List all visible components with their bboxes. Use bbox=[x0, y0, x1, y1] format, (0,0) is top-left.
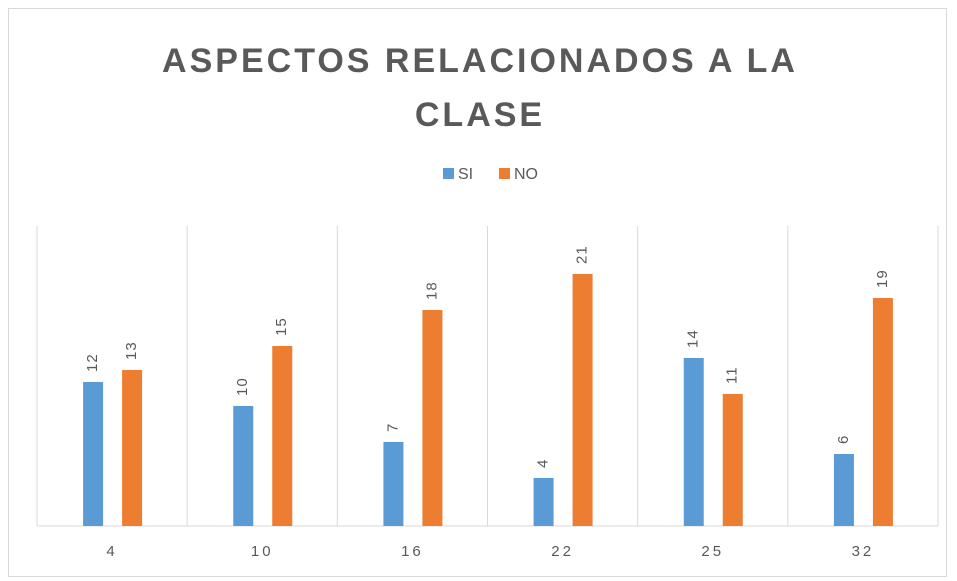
data-label: 18 bbox=[423, 281, 440, 300]
bar bbox=[422, 310, 443, 526]
bar bbox=[833, 454, 854, 526]
bar bbox=[83, 382, 104, 526]
data-label: 21 bbox=[574, 245, 591, 264]
data-label: 10 bbox=[234, 377, 251, 396]
chart-frame bbox=[8, 8, 947, 577]
bar bbox=[122, 370, 143, 526]
x-tick-label: 16 bbox=[401, 543, 424, 560]
bar bbox=[572, 274, 593, 526]
legend-label: NO bbox=[514, 166, 538, 183]
data-label: 13 bbox=[123, 341, 140, 360]
x-tick-label: 10 bbox=[251, 543, 274, 560]
legend-swatch bbox=[499, 168, 510, 179]
x-tick-label: 22 bbox=[551, 543, 574, 560]
bar bbox=[383, 442, 404, 526]
data-label: 15 bbox=[273, 317, 290, 336]
x-tick-label: 4 bbox=[106, 543, 117, 560]
data-label: 19 bbox=[874, 269, 891, 288]
bar bbox=[272, 346, 293, 526]
data-label: 7 bbox=[384, 423, 401, 432]
bar bbox=[722, 394, 743, 526]
bar bbox=[872, 298, 893, 526]
data-label: 4 bbox=[535, 459, 552, 468]
bar bbox=[233, 406, 254, 526]
data-label: 14 bbox=[685, 329, 702, 348]
bar bbox=[533, 478, 554, 526]
x-tick-label: 32 bbox=[852, 543, 875, 560]
chart-title: ASPECTOS RELACIONADOS A LA CLASE bbox=[162, 42, 798, 134]
x-tick-label: 25 bbox=[701, 543, 724, 560]
data-label: 11 bbox=[724, 366, 741, 384]
legend-swatch bbox=[443, 168, 454, 179]
legend-label: SI bbox=[458, 166, 473, 183]
data-label: 6 bbox=[835, 435, 852, 444]
bar bbox=[683, 358, 704, 526]
data-label: 12 bbox=[84, 353, 101, 372]
